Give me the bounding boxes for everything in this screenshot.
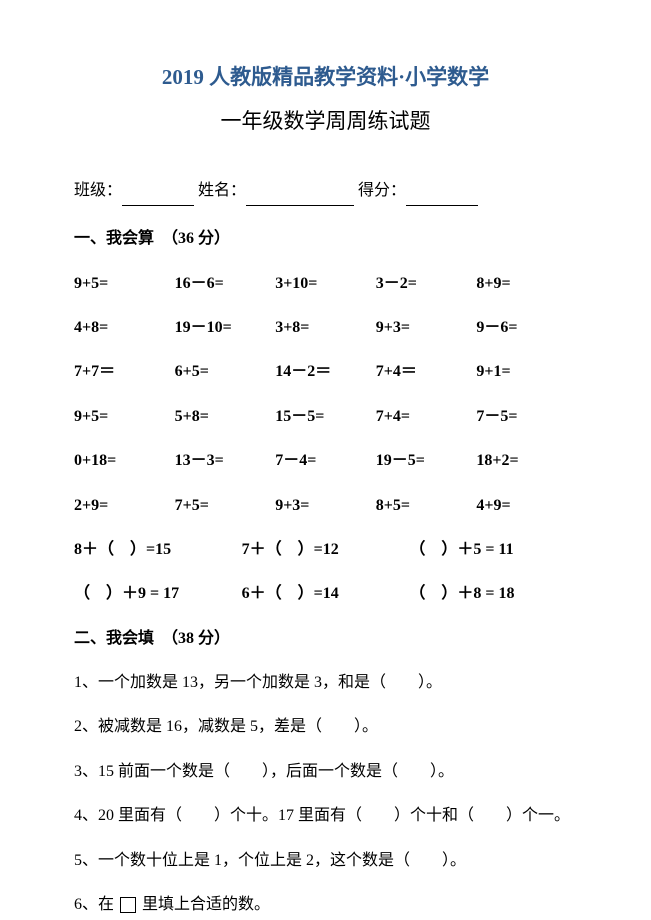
calc-row: 9+5= 16－6= 3+10= 3－2= 8+9= <box>74 269 577 299</box>
calc-row: 7+7＝ 6+5= 14－2＝ 7+4＝ 9+1= <box>74 357 577 387</box>
calc-cell: 6＋（ ）=14 <box>242 579 410 609</box>
calc-cell: 9+3= <box>376 313 477 343</box>
calc-cell: 7＋（ ）=12 <box>242 535 410 565</box>
calc-cell: 7+4＝ <box>376 357 477 387</box>
fill-item: 5、一个数十位上是 1，个位上是 2，这个数是（ ）。 <box>74 846 577 876</box>
calc-cell: 9－6= <box>476 313 577 343</box>
fill-item: 1、一个加数是 13，另一个加数是 3，和是（ ）。 <box>74 668 577 698</box>
calc-cell: 4+8= <box>74 313 175 343</box>
fill-item-6: 6、在 里填上合适的数。 <box>74 890 577 920</box>
calc-cell: 7+4= <box>376 402 477 432</box>
section2-header: 二、我会填 （38 分） <box>74 624 577 654</box>
section1-header: 一、我会算 （36 分） <box>74 224 577 254</box>
calc-row: 4+8= 19－10= 3+8= 9+3= 9－6= <box>74 313 577 343</box>
calc-cell: 18+2= <box>476 446 577 476</box>
calc-cell: 5+8= <box>175 402 276 432</box>
fill-item: 4、20 里面有（ ）个十。17 里面有（ ）个十和（ ）个一。 <box>74 801 577 831</box>
calc-cell: 19－10= <box>175 313 276 343</box>
info-line: 班级： 姓名： 得分： <box>74 176 577 206</box>
calc-cell: 8＋（ ）=15 <box>74 535 242 565</box>
calc-cell: 9+5= <box>74 269 175 299</box>
calc-cell: 9+3= <box>275 491 376 521</box>
calc-row-3: （ ）＋9 = 17 6＋（ ）=14 （ ）＋8 = 18 <box>74 579 577 609</box>
calc-cell: 8+5= <box>376 491 477 521</box>
calc-cell: 7+5= <box>175 491 276 521</box>
fill6-prefix: 6、在 <box>74 896 118 913</box>
class-label: 班级： <box>74 182 122 199</box>
calc-cell: 2+9= <box>74 491 175 521</box>
calc-row: 0+18= 13－3= 7－4= 19－5= 18+2= <box>74 446 577 476</box>
calc-cell: 3－2= <box>376 269 477 299</box>
title-sub: 一年级数学周周练试题 <box>74 102 577 142</box>
calc-cell: 0+18= <box>74 446 175 476</box>
calc-cell: 7－5= <box>476 402 577 432</box>
calc-cell: 6+5= <box>175 357 276 387</box>
fill-item: 3、15 前面一个数是（ ），后面一个数是（ ）。 <box>74 757 577 787</box>
score-blank <box>406 205 478 206</box>
calc-cell: 7+7＝ <box>74 357 175 387</box>
box-icon <box>120 897 136 913</box>
calc-cell: 7－4= <box>275 446 376 476</box>
calc-cell: （ ）＋9 = 17 <box>74 579 242 609</box>
calc-cell: 3+8= <box>275 313 376 343</box>
calc-cell: 14－2＝ <box>275 357 376 387</box>
calc-cell: （ ）＋5 = 11 <box>409 535 577 565</box>
calc-row: 2+9= 7+5= 9+3= 8+5= 4+9= <box>74 491 577 521</box>
calc-cell: 13－3= <box>175 446 276 476</box>
calc-row: 9+5= 5+8= 15－5= 7+4= 7－5= <box>74 402 577 432</box>
calc-cell: 19－5= <box>376 446 477 476</box>
score-label: 得分： <box>358 182 406 199</box>
fill-item: 2、被减数是 16，减数是 5，差是（ ）。 <box>74 712 577 742</box>
calc-cell: 15－5= <box>275 402 376 432</box>
calc-cell: 9+5= <box>74 402 175 432</box>
calc-cell: 9+1= <box>476 357 577 387</box>
calc-cell: 3+10= <box>275 269 376 299</box>
name-label: 姓名： <box>198 182 246 199</box>
calc-cell: 8+9= <box>476 269 577 299</box>
fill6-suffix: 里填上合适的数。 <box>138 896 270 913</box>
class-blank <box>122 205 194 206</box>
calc-row-3: 8＋（ ）=15 7＋（ ）=12 （ ）＋5 = 11 <box>74 535 577 565</box>
name-blank <box>246 205 354 206</box>
calc-cell: 16－6= <box>175 269 276 299</box>
calc-cell: （ ）＋8 = 18 <box>409 579 577 609</box>
calc-cell: 4+9= <box>476 491 577 521</box>
title-main: 2019 人教版精品教学资料·小学数学 <box>74 58 577 98</box>
